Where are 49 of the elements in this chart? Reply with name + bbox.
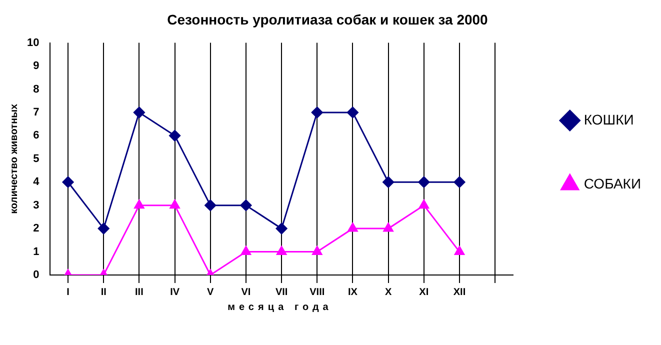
x-tick-label: V [207,286,214,298]
chart-title: Сезонность уролитиаза собак и кошек за 2000 [167,11,488,28]
point [418,200,429,209]
x-tick-label: X [384,286,392,298]
point [454,246,465,256]
x-tick-label: III [135,286,144,298]
x-tick-label: XII [453,286,466,298]
x-tick-label: IX [348,286,358,298]
y-tick-label: 3 [33,199,40,212]
point [240,246,252,256]
point [383,222,394,232]
legend-label: КОШКИ [584,111,634,128]
x-tick-label: XI [419,286,429,298]
y-tick-label: 9 [33,60,40,72]
x-tick-label: VIII [310,286,325,298]
point [62,176,74,188]
point [418,176,430,188]
point [134,200,144,209]
y-tick-label: 0 [33,269,40,282]
point [276,246,287,256]
point [312,246,322,256]
point [454,176,466,188]
point [346,106,358,118]
y-tick-label: 7 [33,106,40,118]
y-tick-label: 4 [33,176,40,188]
point [240,200,252,212]
y-tick-label: 8 [33,83,40,96]
x-axis-title: месяца года [226,302,334,313]
y-tick-label: 6 [33,130,40,142]
y-tick-label: 5 [33,152,40,165]
point [382,176,394,188]
legend-label: СОБАКИ [584,175,642,192]
point [170,200,180,209]
y-tick-label: 1 [33,246,40,258]
point [98,222,110,234]
x-tick-label: I [66,286,70,298]
point [276,222,288,234]
y-tick-label: 10 [26,36,40,49]
point [204,200,216,212]
x-tick-label: VII [275,286,288,298]
x-tick-label: IV [170,286,180,298]
point [133,106,145,118]
y-tick-label: 2 [33,222,40,235]
point [311,106,323,118]
point [348,222,358,232]
x-tick-label: VI [241,286,251,298]
y-axis-title: количество животных [8,103,20,214]
point [169,130,181,142]
x-tick-label: II [100,286,107,298]
